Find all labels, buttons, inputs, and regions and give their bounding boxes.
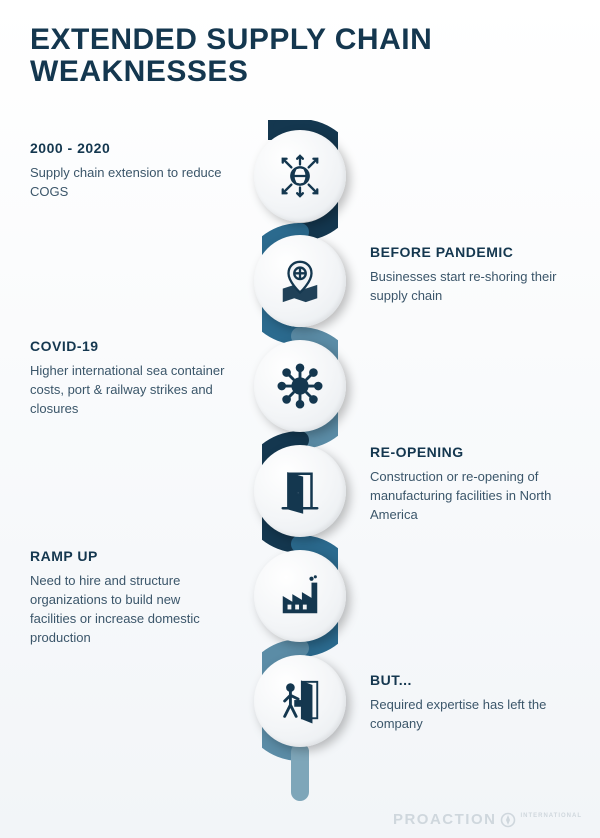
step-title-1: 2000 - 2020 — [30, 140, 230, 156]
step-node-6 — [254, 655, 346, 747]
step-title-3: COVID-19 — [30, 338, 230, 354]
step-text-3: COVID-19 Higher international sea contai… — [30, 338, 230, 419]
step-text-5: RAMP UP Need to hire and structure organ… — [30, 548, 230, 647]
step-title-5: RAMP UP — [30, 548, 230, 564]
step-body-3: Higher international sea container costs… — [30, 362, 230, 419]
step-node-4 — [254, 445, 346, 537]
footer-sub: INTERNATIONAL — [520, 813, 582, 819]
step-text-4: RE-OPENING Construction or re-opening of… — [370, 444, 570, 525]
step-title-4: RE-OPENING — [370, 444, 570, 460]
step-node-5 — [254, 550, 346, 642]
factory-icon — [277, 573, 323, 619]
step-body-5: Need to hire and structure organizations… — [30, 572, 230, 647]
page-title: EXTENDED SUPPLY CHAIN WEAKNESSES — [30, 24, 432, 89]
step-node-1 — [254, 130, 346, 222]
step-node-3 — [254, 340, 346, 432]
step-node-2 — [254, 235, 346, 327]
logo-mark-icon — [500, 812, 516, 828]
footer-brand: PROACTION — [393, 811, 497, 828]
map-pin-target-icon — [277, 258, 323, 304]
person-exit-icon — [277, 678, 323, 724]
step-text-6: BUT... Required expertise has left the c… — [370, 672, 570, 734]
door-open-icon — [277, 468, 323, 514]
step-text-1: 2000 - 2020 Supply chain extension to re… — [30, 140, 230, 202]
step-title-2: BEFORE PANDEMIC — [370, 244, 570, 260]
step-body-1: Supply chain extension to reduce COGS — [30, 164, 230, 202]
step-body-6: Required expertise has left the company — [370, 696, 570, 734]
title-line-1: EXTENDED SUPPLY CHAIN — [30, 23, 432, 56]
step-title-6: BUT... — [370, 672, 570, 688]
virus-icon — [277, 363, 323, 409]
footer-logo: PROACTION INTERNATIONAL — [393, 811, 582, 828]
step-body-4: Construction or re-opening of manufactur… — [370, 468, 570, 525]
globe-arrows-icon — [277, 153, 323, 199]
title-line-2: WEAKNESSES — [30, 55, 248, 88]
step-body-2: Businesses start re-shoring their supply… — [370, 268, 570, 306]
step-text-2: BEFORE PANDEMIC Businesses start re-shor… — [370, 244, 570, 306]
